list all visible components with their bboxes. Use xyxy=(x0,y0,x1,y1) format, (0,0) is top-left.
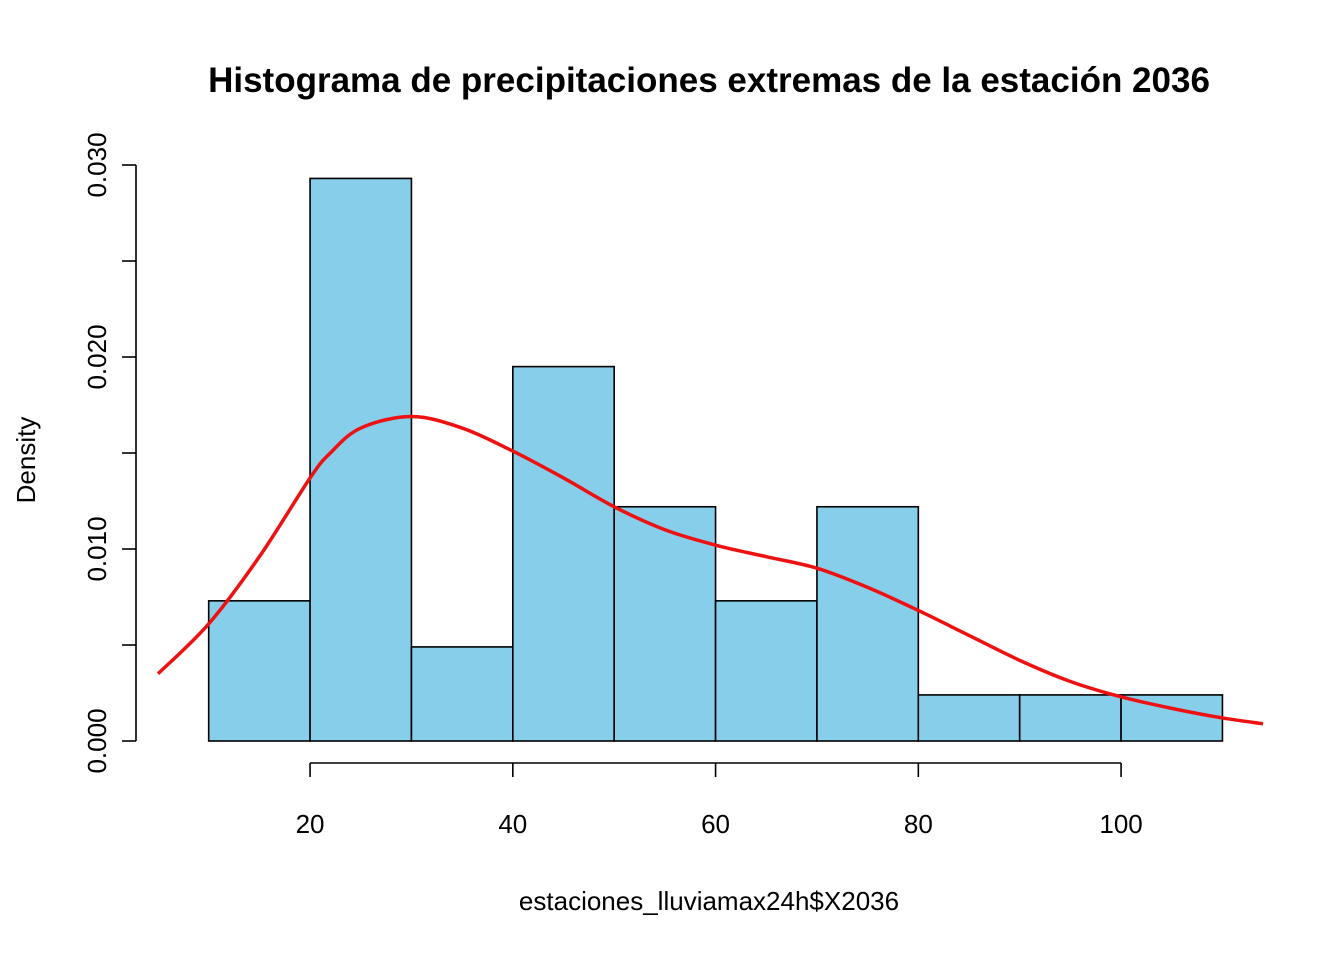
histogram-bar xyxy=(207,600,311,742)
y-axis: 0.000 0.010 0.020 0.030 xyxy=(82,132,137,774)
x-axis: 20 40 60 80 100 xyxy=(296,762,1143,839)
histogram-bar xyxy=(309,177,413,742)
x-tick-label: 80 xyxy=(904,809,933,839)
histogram-bar xyxy=(1018,694,1122,742)
histogram-bar xyxy=(512,365,615,742)
x-tick-label: 40 xyxy=(498,809,527,839)
x-tick-label: 20 xyxy=(296,809,325,839)
histogram-bar xyxy=(917,694,1021,742)
histogram-bar xyxy=(816,505,920,742)
y-axis-label: Density xyxy=(11,417,41,504)
histogram-bar xyxy=(613,505,717,742)
y-tick-label: 0.030 xyxy=(82,132,112,197)
x-tick-label: 60 xyxy=(701,809,730,839)
chart-title: Histograma de precipitaciones extremas d… xyxy=(208,61,1210,100)
x-axis-label: estaciones_lluviamax24h$X2036 xyxy=(519,886,899,916)
y-tick-label: 0.010 xyxy=(82,516,112,581)
x-tick-label: 100 xyxy=(1099,809,1142,839)
histogram-bar xyxy=(714,600,818,742)
density-curve xyxy=(156,414,1264,726)
histogram-bars xyxy=(207,177,1224,742)
y-tick-label: 0.020 xyxy=(82,324,112,389)
histogram-bar xyxy=(410,646,514,742)
y-tick-label: 0.000 xyxy=(82,708,112,773)
